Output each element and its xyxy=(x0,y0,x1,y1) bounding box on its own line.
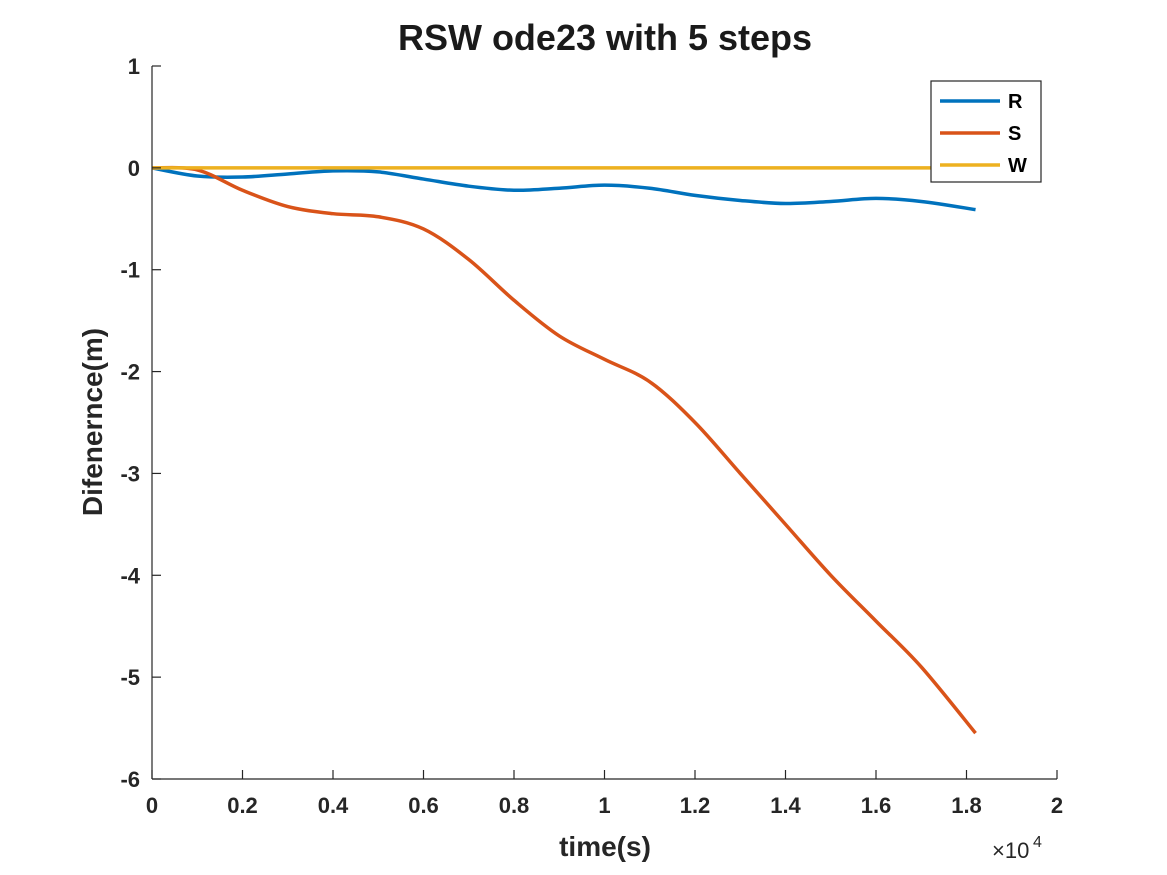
y-tick-label: -4 xyxy=(120,563,140,588)
x-axis-exponent-base: ×10 xyxy=(992,838,1029,863)
x-tick-label: 0.6 xyxy=(408,793,439,818)
legend-label-r: R xyxy=(1008,91,1023,113)
y-axis-label: Difenernce(m) xyxy=(77,328,108,516)
y-tick-label: -6 xyxy=(120,767,140,792)
y-tick-label: -1 xyxy=(120,258,140,283)
x-tick-label: 1.8 xyxy=(951,793,982,818)
x-axis-exponent-power: 4 xyxy=(1033,834,1042,851)
x-axis-ticks: 0 0.2 0.4 0.6 0.8 1 1.2 1.4 1.6 1.8 2 xyxy=(146,770,1063,818)
x-tick-label: 1.6 xyxy=(861,793,892,818)
x-tick-label: 0 xyxy=(146,793,158,818)
legend-label-s: S xyxy=(1008,123,1021,145)
y-tick-label: -3 xyxy=(120,461,140,486)
y-axis-ticks: 1 0 -1 -2 -3 -4 -5 -6 xyxy=(120,54,161,792)
chart-title: RSW ode23 with 5 steps xyxy=(398,17,812,58)
x-tick-label: 0.8 xyxy=(499,793,530,818)
x-tick-label: 1 xyxy=(598,793,610,818)
y-tick-label: 1 xyxy=(128,54,140,79)
x-axis-label: time(s) xyxy=(559,831,651,862)
x-axis-exponent: ×10 4 xyxy=(992,834,1042,863)
x-tick-label: 0.2 xyxy=(227,793,258,818)
series-line-r xyxy=(151,166,976,212)
x-tick-label: 2 xyxy=(1051,793,1063,818)
y-tick-label: 0 xyxy=(128,156,140,181)
legend-entries: RSW xyxy=(940,91,1027,177)
y-tick-label: -2 xyxy=(120,360,140,385)
x-tick-label: 0.4 xyxy=(318,793,349,818)
x-tick-label: 1.2 xyxy=(680,793,711,818)
series-line-s xyxy=(151,165,977,735)
legend-label-w: W xyxy=(1008,155,1027,177)
x-tick-label: 1.4 xyxy=(770,793,801,818)
legend: RSW xyxy=(930,80,1042,183)
y-tick-label: -5 xyxy=(120,665,140,690)
series-layer xyxy=(151,165,977,735)
